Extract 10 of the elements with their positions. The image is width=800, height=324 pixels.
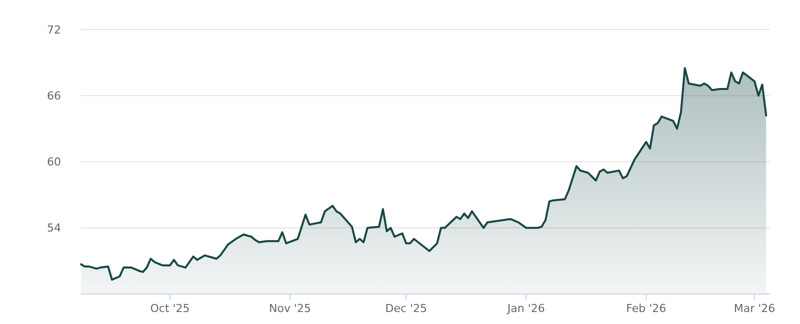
x-tick-label: Dec '25 — [385, 302, 428, 315]
x-tick-label: Feb '26 — [626, 302, 666, 315]
x-tick-label: Nov '25 — [269, 302, 312, 315]
x-tick-label: Oct '25 — [150, 302, 190, 315]
y-tick-label: 54 — [47, 222, 61, 235]
x-tick-label: Mar '26 — [734, 302, 776, 315]
y-tick-label: 60 — [47, 156, 61, 169]
x-tick-label: Jan '26 — [506, 302, 545, 315]
y-tick-label: 66 — [47, 89, 61, 102]
y-tick-label: 72 — [47, 23, 61, 36]
